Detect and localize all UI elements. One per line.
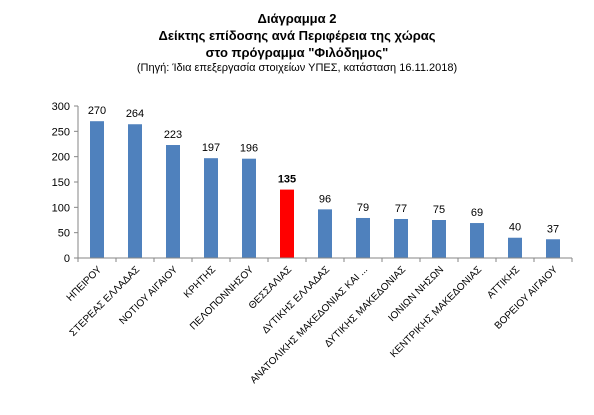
bar xyxy=(318,209,332,258)
chart-header: Διάγραμμα 2 Δείκτης επίδοσης ανά Περιφέρ… xyxy=(0,10,594,76)
y-tick-label: 50 xyxy=(58,228,70,240)
x-tick-label: ΚΡΗΤΗΣ xyxy=(182,264,218,300)
data-label: 96 xyxy=(319,193,331,205)
data-label: 75 xyxy=(433,204,445,216)
y-tick-label: 0 xyxy=(64,253,70,265)
bar xyxy=(204,158,218,258)
chart-subtitle-line-1: Δείκτης επίδοσης ανά Περιφέρεια της χώρα… xyxy=(158,28,436,43)
y-tick-label: 200 xyxy=(52,152,70,164)
data-label: 69 xyxy=(471,207,483,219)
bar xyxy=(394,218,408,258)
x-tick-label: ΗΠΕΙΡΟΥ xyxy=(65,264,105,304)
bar xyxy=(166,145,180,258)
bar xyxy=(242,158,256,258)
x-tick-label: ΠΕΛΟΠΟΝΝΗΣΟΥ xyxy=(188,264,256,332)
x-tick-label: ΒΟΡΕΙΟΥ ΑΙΓΑΙΟΥ xyxy=(493,264,561,332)
bar xyxy=(508,237,522,258)
chart-subtitle-line-2: στο πρόγραμμα "Φιλόδημος" xyxy=(205,45,389,60)
data-label: 79 xyxy=(357,202,369,214)
data-label: 40 xyxy=(509,222,521,234)
data-labels-group: 270 264 223 197 196 135 96 79 77 75 69 40 37 xyxy=(88,105,559,235)
bar-highlighted xyxy=(280,189,294,258)
data-label: 270 xyxy=(88,105,106,117)
x-tick-label: ΔΥΤΙΚΗΣ ΕΛΛΑΔΑΣ xyxy=(260,264,332,336)
bar xyxy=(90,121,104,258)
data-label: 37 xyxy=(547,223,559,235)
bar xyxy=(470,223,484,258)
bar xyxy=(356,217,370,258)
y-tick-label: 100 xyxy=(52,202,70,214)
bar xyxy=(128,124,142,259)
data-label: 197 xyxy=(202,142,220,154)
chart-title: Διάγραμμα 2 xyxy=(257,11,337,26)
data-label: 196 xyxy=(240,143,258,155)
data-label: 77 xyxy=(395,203,407,215)
y-tick-label: 300 xyxy=(52,101,70,113)
chart-source-note: (Πηγή: Ίδια επεξεργασία στοιχείων ΥΠΕΣ, … xyxy=(136,62,458,74)
y-tick-label: 150 xyxy=(52,177,70,189)
y-tick-label: 250 xyxy=(52,126,70,138)
bar xyxy=(546,239,560,258)
y-axis: 0 50 100 150 200 250 300 xyxy=(52,101,79,265)
data-label: 264 xyxy=(126,108,144,120)
x-tick-label: ΣΤΕΡΕΑΣ ΕΛΛΑΔΑΣ xyxy=(68,264,142,338)
bar xyxy=(432,220,446,258)
data-label: 135 xyxy=(278,174,296,186)
x-tick-label: ΑΤΤΙΚΗΣ xyxy=(485,264,522,301)
bars-group xyxy=(90,121,560,259)
data-label: 223 xyxy=(164,129,182,141)
x-axis xyxy=(77,257,573,262)
